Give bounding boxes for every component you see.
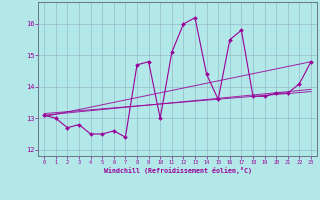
X-axis label: Windchill (Refroidissement éolien,°C): Windchill (Refroidissement éolien,°C) bbox=[104, 167, 252, 174]
